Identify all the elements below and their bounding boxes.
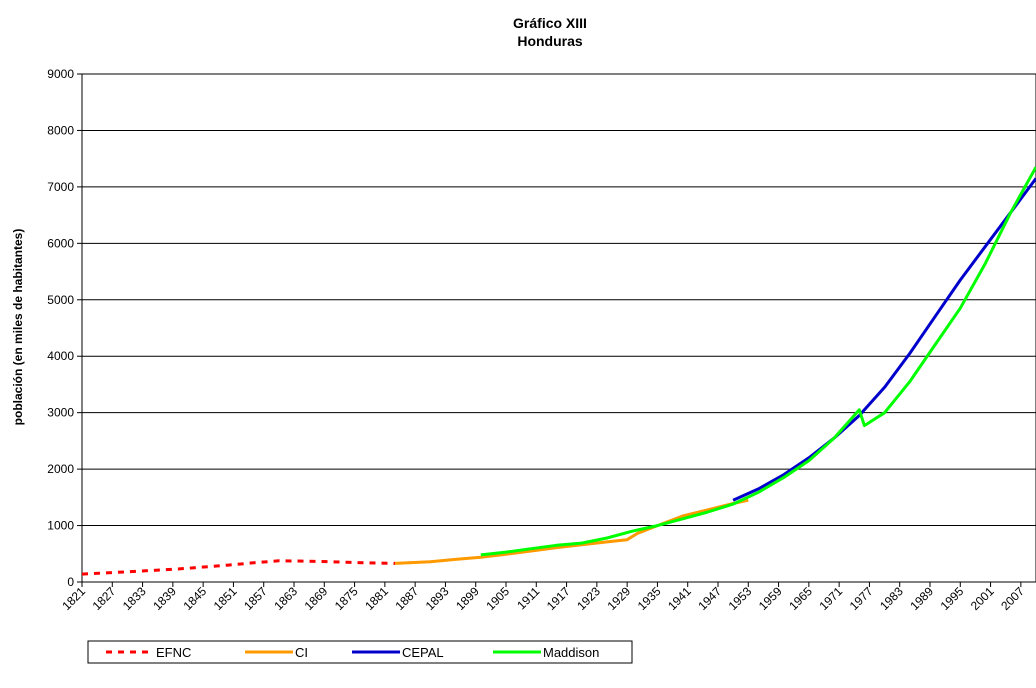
plot-area [81, 73, 1036, 583]
x-tick-label: 1869 [302, 584, 331, 613]
legend-label-efnc: EFNC [156, 645, 191, 660]
x-tick-label: 1983 [877, 584, 906, 613]
series-layer [81, 166, 1036, 576]
series-line-ci [394, 498, 749, 565]
x-tick-label: 1851 [211, 584, 240, 613]
y-tick-label: 3000 [47, 406, 74, 420]
chart-title: Gráfico XIII [513, 15, 587, 31]
y-tick-label: 2000 [47, 462, 74, 476]
x-tick-label: 1977 [847, 584, 876, 613]
x-tick-label: 1923 [574, 584, 603, 613]
x-tick-label: 2007 [998, 584, 1027, 613]
x-tick-label: 1821 [59, 584, 88, 613]
y-tick-label: 0 [67, 575, 74, 589]
x-tick-label: 1839 [150, 584, 179, 613]
x-tick-label: 1935 [635, 584, 664, 613]
x-tick-label: 1947 [695, 584, 724, 613]
x-tick-label: 1929 [604, 584, 633, 613]
y-tick-label: 9000 [47, 67, 74, 81]
x-tick-label: 1905 [483, 584, 512, 613]
x-tick-label: 1989 [907, 584, 936, 613]
chart-subtitle: Honduras [517, 33, 583, 49]
x-tick-label: 1857 [241, 584, 270, 613]
gridlines [82, 73, 1036, 583]
x-tick-label: 1863 [271, 584, 300, 613]
series-line-efnc [81, 559, 396, 576]
x-tick-label: 1917 [544, 584, 573, 613]
y-tick-label: 1000 [47, 519, 74, 533]
x-tick-label: 1899 [453, 584, 482, 613]
x-tick-label: 1881 [362, 584, 391, 613]
legend: EFNC CI CEPAL Maddison [87, 640, 633, 664]
legend-label-cepal: CEPAL [402, 645, 444, 660]
x-tick-label: 1875 [332, 584, 361, 613]
x-tick-label: 1959 [756, 584, 785, 613]
y-tick-label: 6000 [47, 236, 74, 250]
y-tick-label: 4000 [47, 349, 74, 363]
x-tick-label: 1911 [514, 584, 542, 612]
x-tick-label: 1827 [90, 584, 119, 613]
x-tick-label: 1971 [816, 584, 845, 613]
x-axis: 1821 1827 1833 1839 1845 1851 1857 1863 1869 1875… [59, 582, 1027, 613]
y-axis: 0 1000 2000 3000 4000 5000 6000 7000 8000 9000 [47, 67, 82, 589]
series-line-maddison [480, 166, 1036, 557]
legend-label-ci: CI [295, 645, 308, 660]
x-tick-label: 1965 [786, 584, 815, 613]
series-line-cepal [732, 177, 1036, 502]
x-tick-label: 1887 [392, 584, 421, 613]
y-tick-label: 5000 [47, 293, 74, 307]
x-tick-label: 1941 [665, 584, 694, 613]
y-axis-label: población (en miles de habitantes) [11, 229, 25, 426]
y-tick-label: 7000 [47, 180, 74, 194]
x-tick-label: 1845 [180, 584, 209, 613]
y-tick-label: 8000 [47, 123, 74, 137]
x-tick-label: 1953 [726, 584, 755, 613]
x-tick-label: 1833 [120, 584, 149, 613]
x-tick-label: 1893 [423, 584, 452, 613]
x-tick-label: 2001 [968, 584, 997, 613]
legend-label-maddison: Maddison [543, 645, 599, 660]
x-tick-label: 1995 [938, 584, 967, 613]
